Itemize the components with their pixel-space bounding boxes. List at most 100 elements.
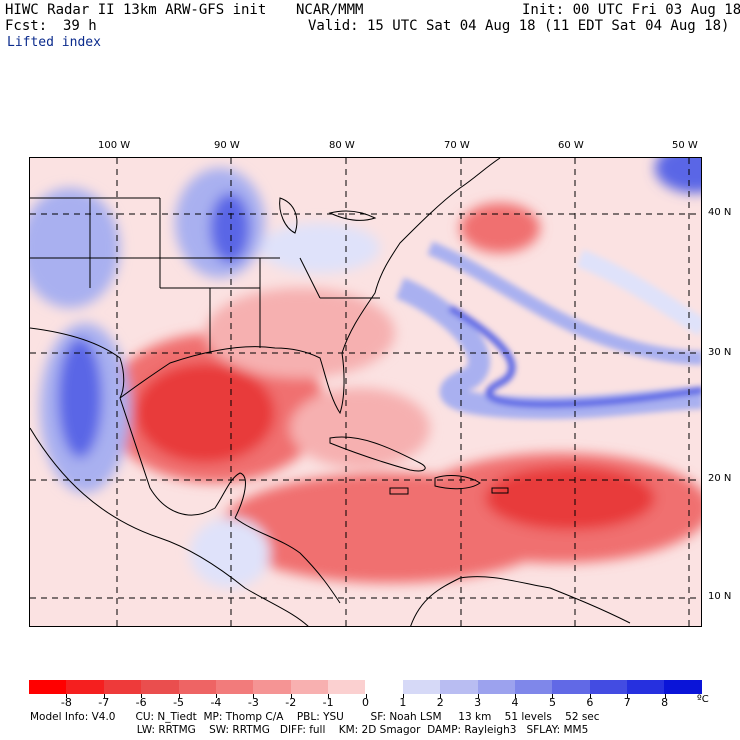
colorbar-label: -5 <box>173 696 185 709</box>
lifted-index-map <box>29 157 702 627</box>
atlantic-blue-swirl <box>395 241 701 420</box>
field-name: Lifted index <box>7 35 101 50</box>
colorbar-swatch <box>477 680 515 694</box>
colorbar-label: -2 <box>285 696 297 709</box>
colorbar-label: 4 <box>511 696 519 709</box>
colorbar-swatch <box>328 680 366 694</box>
colorbar-label: 7 <box>623 696 631 709</box>
swirl-outer <box>395 277 701 420</box>
southeast-us-red <box>205 288 395 378</box>
map-canvas <box>30 158 701 626</box>
colorbar-tick <box>215 694 217 698</box>
colorbar <box>29 680 702 694</box>
colorbar-label: 2 <box>436 696 444 709</box>
puerto-rico <box>491 487 509 494</box>
colorbar-tick <box>589 694 591 698</box>
central-america-pale <box>190 518 270 588</box>
lon-label: 80 W <box>329 140 355 151</box>
colorbar-swatch <box>402 680 441 694</box>
west-blue <box>30 188 120 308</box>
colorbar-swatch <box>514 680 553 694</box>
us-mexico-border <box>30 327 125 399</box>
colorbar-swatch <box>253 680 291 694</box>
hispaniola <box>434 475 481 490</box>
colorbar-label: -4 <box>210 696 222 709</box>
lat-label: 30 N <box>708 347 732 358</box>
init-time: Init: 00 UTC Fri 03 Aug 18 <box>522 2 740 18</box>
ohio-pale-blue <box>260 223 380 273</box>
colorbar-label: 0 <box>362 696 369 709</box>
colorbar-unit: ºC <box>697 694 709 705</box>
colorbar-tick <box>66 694 68 698</box>
bahamas-red <box>290 388 430 468</box>
central-america-coastline <box>234 517 341 604</box>
colorbar-tick <box>253 694 255 698</box>
lon-label: 50 W <box>672 140 698 151</box>
colorbar-swatch <box>29 680 67 694</box>
gulf-strong-red-core <box>135 363 275 463</box>
lon-label: 70 W <box>444 140 470 151</box>
colorbar-label: 8 <box>661 696 669 709</box>
colorbar-label: -8 <box>60 696 72 709</box>
mexico-strong-blue <box>58 338 102 458</box>
colorbar-swatch <box>141 680 179 694</box>
ne-corner-blue <box>655 158 701 193</box>
colorbar-label: -1 <box>322 696 334 709</box>
colorbar-label: -3 <box>247 696 259 709</box>
lat-label: 40 N <box>708 207 732 218</box>
jamaica <box>389 487 409 495</box>
lake-erie <box>328 210 377 221</box>
model-title: HIWC Radar II 13km ARW-GFS init <box>5 2 267 18</box>
lake-michigan <box>279 197 298 234</box>
colorbar-label: -7 <box>98 696 110 709</box>
state-borders <box>30 197 380 353</box>
lon-label: 90 W <box>214 140 240 151</box>
lat-label: 10 N <box>708 591 732 602</box>
field-shading <box>30 158 701 588</box>
colorbar-swatch <box>66 680 104 694</box>
colorbar-swatch <box>290 680 328 694</box>
midwest-strong-blue <box>210 193 250 263</box>
colorbar-label: -6 <box>135 696 147 709</box>
swirl-north <box>427 241 701 365</box>
colorbar-label: 6 <box>586 696 594 709</box>
latlon-grid <box>30 158 701 626</box>
atlantic-strong-red-core <box>485 466 655 530</box>
colorbar-swatch <box>589 680 627 694</box>
fcst-label: Fcst: <box>5 18 48 34</box>
colorbar-tick <box>552 694 554 698</box>
colorbar-swatch <box>627 680 665 694</box>
colorbar-tick <box>328 694 330 698</box>
colorbar-tick <box>664 694 666 698</box>
colorbar-swatch <box>664 680 702 694</box>
colorbar-tick <box>440 694 442 698</box>
swirl-core <box>448 304 701 408</box>
mexico-pacific-coastline <box>30 427 309 626</box>
model-info-line1: Model Info: V4.0 CU: N_Tiedt MP: Thomp C… <box>30 711 600 723</box>
colorbar-swatch <box>215 680 254 694</box>
colorbar-swatch <box>440 680 478 694</box>
swirl-northeast <box>576 249 701 336</box>
lon-label: 60 W <box>558 140 584 151</box>
cuba <box>329 436 426 472</box>
colorbar-tick <box>627 694 629 698</box>
colorbar-tick <box>477 694 479 698</box>
colorbar-label: 5 <box>548 696 556 709</box>
colorbar-tick <box>402 694 404 698</box>
colorbar-label: 3 <box>474 696 482 709</box>
colorbar-swatch <box>552 680 590 694</box>
colorbar-tick <box>515 694 517 698</box>
colorbar-swatch <box>178 680 216 694</box>
model-info-line2: LW: RRTMG SW: RRTMG DIFF: full KM: 2D Sm… <box>30 724 589 736</box>
colorbar-tick <box>141 694 143 698</box>
fcst-value: 39 h <box>63 18 97 34</box>
org-label: NCAR/MMM <box>296 2 364 18</box>
colorbar-tick <box>365 694 367 698</box>
south-america-coastline <box>410 576 631 626</box>
atlantic-ne-red <box>460 203 540 253</box>
colorbar-swatch <box>365 680 403 694</box>
colorbar-tick <box>178 694 180 698</box>
colorbar-label: 1 <box>399 696 407 709</box>
lat-label: 20 N <box>708 473 732 484</box>
valid-time: Valid: 15 UTC Sat 04 Aug 18 (11 EDT Sat … <box>308 18 730 34</box>
